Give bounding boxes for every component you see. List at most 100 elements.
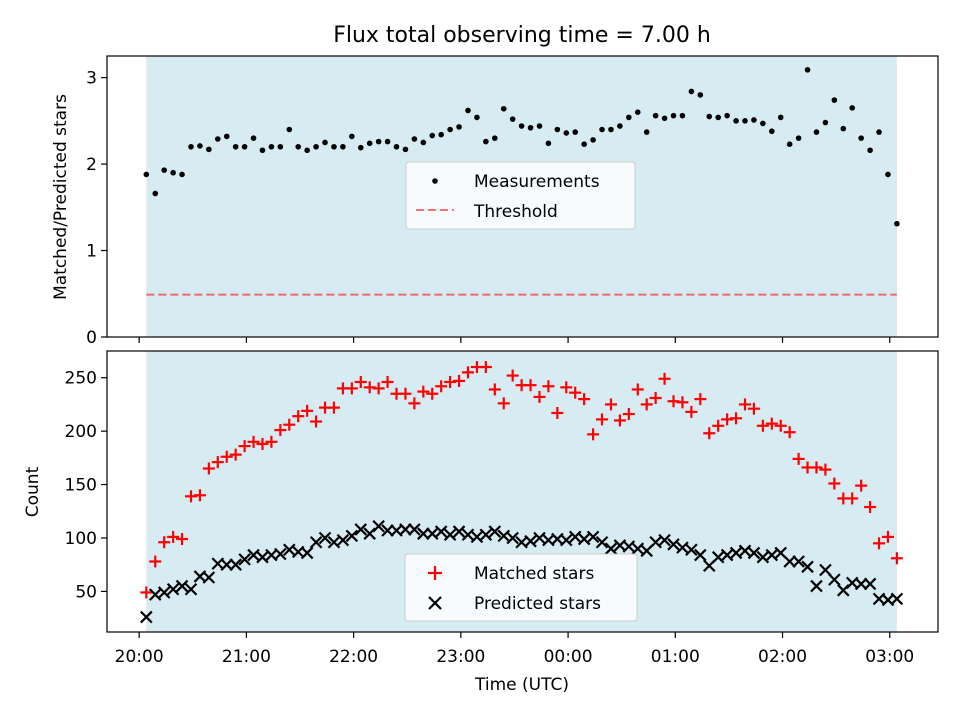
legend-measurements-label: Measurements (474, 172, 600, 192)
matched-star-point (846, 492, 859, 505)
matched-star-point (211, 456, 224, 469)
measurement-point (777, 114, 784, 121)
predicted-star-point (854, 577, 868, 591)
predicted-star-point (140, 610, 153, 624)
predicted-star-point (792, 555, 805, 568)
measurement-point (420, 139, 427, 146)
measurement-point (670, 112, 677, 119)
measurement-point (393, 143, 400, 150)
measurement-point (322, 139, 328, 146)
matched-star-point (747, 402, 760, 415)
measurement-point (357, 144, 364, 151)
matched-star-point (506, 369, 519, 382)
measurement-point (349, 133, 355, 140)
measurement-point (456, 124, 462, 130)
predicted-star-point (372, 519, 385, 533)
predicted-star-point (157, 586, 171, 599)
matched-star-point (810, 461, 823, 474)
matched-star-point (828, 477, 841, 490)
predicted-star-point (327, 535, 341, 549)
matched-star-point (792, 452, 805, 465)
x-tick-label: 23:00 (436, 647, 485, 667)
measurement-point (161, 167, 167, 173)
legend-threshold-label: Threshold (473, 202, 558, 222)
measurement-point (429, 132, 436, 139)
matched-star-point (292, 410, 305, 423)
matched-star-point (140, 586, 153, 599)
matched-star-point (426, 387, 439, 400)
matched-star-point (756, 419, 769, 432)
measurement-point (366, 140, 373, 147)
matched-star-point (596, 413, 609, 426)
measurement-point (509, 116, 516, 122)
measurement-point (813, 129, 820, 135)
matched-star-point (435, 380, 448, 393)
measurement-point (447, 126, 453, 133)
bottom-y-tick-label: 100 (65, 529, 97, 549)
predicted-star-point (729, 546, 743, 560)
measurement-point (474, 114, 480, 121)
top-legend-box (405, 161, 636, 230)
x-tick-label: 21:00 (222, 647, 271, 667)
predicted-star-point (256, 550, 269, 564)
matched-star-point (345, 382, 358, 395)
measurement-point (554, 126, 561, 133)
predicted-star-point (336, 533, 350, 547)
predicted-star-point (568, 530, 582, 544)
predicted-star-point (560, 533, 573, 547)
predicted-star-point (309, 535, 323, 549)
measurement-point (179, 171, 185, 178)
x-tick-label: 01:00 (651, 647, 700, 667)
predicted-star-point (399, 523, 412, 536)
measurement-point (715, 114, 721, 121)
matched-star-point (542, 380, 555, 393)
measurement-point (697, 92, 704, 98)
matched-star-point (461, 366, 474, 379)
measurement-point (241, 143, 248, 150)
predicted-star-point (595, 535, 609, 549)
measurement-point (465, 107, 471, 114)
measurement-point (384, 138, 391, 145)
matched-star-point (730, 412, 743, 425)
top-panel: 0 1 2 3 Matched/Predicted stars Measurement… (51, 55, 939, 348)
matched-star-point (327, 401, 340, 414)
matched-star-point (560, 381, 573, 394)
measurement-point (724, 112, 730, 119)
x-tick-label: 02:00 (758, 647, 807, 667)
predicted-star-point (345, 529, 359, 543)
predicted-star-point (479, 528, 493, 542)
legend-matched-marker (428, 566, 442, 580)
measurement-point (411, 136, 418, 142)
predicted-star-point (425, 527, 439, 540)
x-tick-label: 22:00 (329, 647, 378, 667)
matched-star-point (149, 555, 162, 568)
measurement-point (840, 125, 847, 132)
predicted-star-point (577, 532, 591, 546)
measurement-point (760, 120, 766, 127)
matched-star-point (372, 382, 385, 395)
matched-star-point (569, 386, 582, 399)
predicted-star-point (417, 527, 430, 540)
measurement-point (340, 143, 346, 150)
matched-star-point (694, 393, 707, 406)
measurement-point (849, 105, 856, 111)
predicted-star-point (524, 534, 537, 548)
measurement-point (152, 190, 159, 197)
matched-star-point (587, 428, 600, 441)
measurement-point (795, 135, 802, 141)
predicted-star-point (533, 531, 546, 545)
measurement-point (876, 129, 882, 135)
matched-star-point (247, 435, 260, 448)
chart-title: Flux total observing time = 7.00 h (333, 23, 711, 48)
predicted-star-point (685, 543, 698, 557)
matched-star-point (381, 375, 394, 388)
matched-star-point (202, 462, 215, 475)
matched-star-point (631, 383, 644, 396)
measurement-point (232, 143, 239, 150)
matched-star-point (265, 435, 278, 448)
matched-star-point (712, 419, 725, 432)
measurement-point (786, 141, 793, 147)
matched-star-point (220, 450, 233, 463)
matched-star-point (774, 419, 787, 432)
predicted-star-point (202, 571, 216, 584)
